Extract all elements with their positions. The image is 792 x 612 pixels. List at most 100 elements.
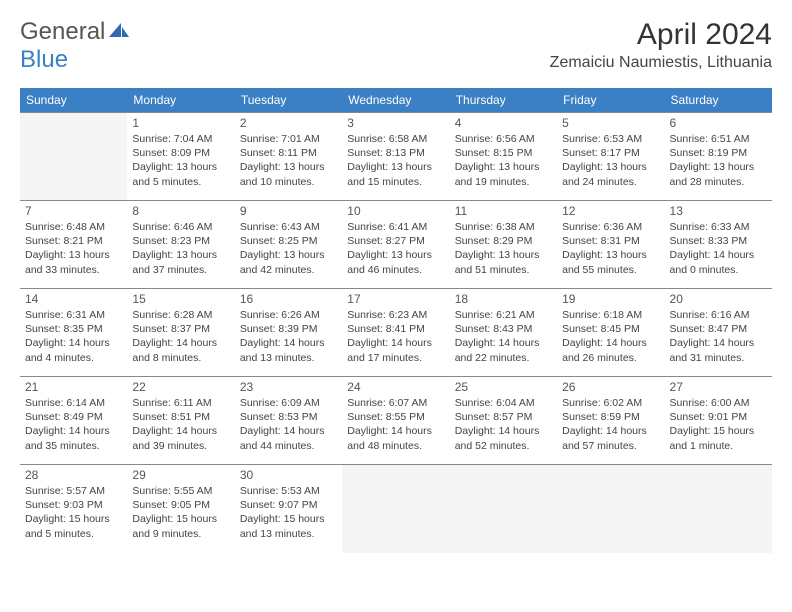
day-number: 12 <box>562 204 659 218</box>
day-info: Sunrise: 6:00 AMSunset: 9:01 PMDaylight:… <box>670 396 767 453</box>
day-number: 1 <box>132 116 229 130</box>
day-number: 14 <box>25 292 122 306</box>
day-info: Sunrise: 6:14 AMSunset: 8:49 PMDaylight:… <box>25 396 122 453</box>
calendar-cell: 10 Sunrise: 6:41 AMSunset: 8:27 PMDayligh… <box>342 201 449 289</box>
day-info: Sunrise: 6:31 AMSunset: 8:35 PMDaylight:… <box>25 308 122 365</box>
day-number: 17 <box>347 292 444 306</box>
calendar-cell: 8 Sunrise: 6:46 AMSunset: 8:23 PMDaylight… <box>127 201 234 289</box>
day-number: 23 <box>240 380 337 394</box>
calendar-row: 28 Sunrise: 5:57 AMSunset: 9:03 PMDayligh… <box>20 465 772 553</box>
day-info: Sunrise: 6:02 AMSunset: 8:59 PMDaylight:… <box>562 396 659 453</box>
calendar-cell <box>665 465 772 553</box>
calendar-cell <box>342 465 449 553</box>
logo-text-general: General <box>20 18 105 45</box>
day-info: Sunrise: 6:43 AMSunset: 8:25 PMDaylight:… <box>240 220 337 277</box>
calendar-cell: 13Sunrise: 6:33 AMSunset: 8:33 PMDayligh… <box>665 201 772 289</box>
day-number: 3 <box>347 116 444 130</box>
day-info: Sunrise: 5:57 AMSunset: 9:03 PMDaylight:… <box>25 484 122 541</box>
day-info: Sunrise: 6:18 AMSunset: 8:45 PMDaylight:… <box>562 308 659 365</box>
day-info: Sunrise: 6:58 AMSunset: 8:13 PMDaylight:… <box>347 132 444 189</box>
header: General Blue April 2024 Zemaiciu Naumies… <box>20 18 772 74</box>
calendar-cell: 26 Sunrise: 6:02 AMSunset: 8:59 PMDayligh… <box>557 377 664 465</box>
day-number: 30 <box>240 468 337 482</box>
day-number: 5 <box>562 116 659 130</box>
day-number: 8 <box>132 204 229 218</box>
calendar-row: 14 Sunrise: 6:31 AMSunset: 8:35 PMDayligh… <box>20 289 772 377</box>
calendar-cell: 11 Sunrise: 6:38 AMSunset: 8:29 PMDayligh… <box>450 201 557 289</box>
day-header-row: SundayMondayTuesdayWednesdayThursdayFrid… <box>20 88 772 113</box>
day-info: Sunrise: 6:46 AMSunset: 8:23 PMDaylight:… <box>132 220 229 277</box>
calendar-cell: 4 Sunrise: 6:56 AMSunset: 8:15 PMDaylight… <box>450 113 557 201</box>
day-number: 7 <box>25 204 122 218</box>
day-number: 13 <box>670 204 767 218</box>
month-title: April 2024 <box>550 18 772 52</box>
day-number: 21 <box>25 380 122 394</box>
day-info: Sunrise: 6:36 AMSunset: 8:31 PMDaylight:… <box>562 220 659 277</box>
day-number: 29 <box>132 468 229 482</box>
day-info: Sunrise: 6:51 AMSunset: 8:19 PMDaylight:… <box>670 132 767 189</box>
day-number: 18 <box>455 292 552 306</box>
day-info: Sunrise: 6:28 AMSunset: 8:37 PMDaylight:… <box>132 308 229 365</box>
calendar-table: SundayMondayTuesdayWednesdayThursdayFrid… <box>20 88 772 553</box>
day-header: Wednesday <box>342 88 449 113</box>
day-info: Sunrise: 6:56 AMSunset: 8:15 PMDaylight:… <box>455 132 552 189</box>
calendar-cell: 15 Sunrise: 6:28 AMSunset: 8:37 PMDayligh… <box>127 289 234 377</box>
day-header: Saturday <box>665 88 772 113</box>
day-number: 19 <box>562 292 659 306</box>
title-block: April 2024 Zemaiciu Naumiestis, Lithuani… <box>550 18 772 72</box>
calendar-cell: 12 Sunrise: 6:36 AMSunset: 8:31 PMDayligh… <box>557 201 664 289</box>
calendar-cell: 27 Sunrise: 6:00 AMSunset: 9:01 PMDayligh… <box>665 377 772 465</box>
day-number: 26 <box>562 380 659 394</box>
day-header: Monday <box>127 88 234 113</box>
day-number: 28 <box>25 468 122 482</box>
day-number: 11 <box>455 204 552 218</box>
day-info: Sunrise: 6:16 AMSunset: 8:47 PMDaylight:… <box>670 308 767 365</box>
day-number: 20 <box>670 292 767 306</box>
calendar-row: 7 Sunrise: 6:48 AMSunset: 8:21 PMDaylight… <box>20 201 772 289</box>
day-number: 9 <box>240 204 337 218</box>
calendar-cell: 2 Sunrise: 7:01 AMSunset: 8:11 PMDaylight… <box>235 113 342 201</box>
calendar-cell <box>20 113 127 201</box>
day-number: 10 <box>347 204 444 218</box>
day-info: Sunrise: 6:04 AMSunset: 8:57 PMDaylight:… <box>455 396 552 453</box>
calendar-cell: 28 Sunrise: 5:57 AMSunset: 9:03 PMDayligh… <box>20 465 127 553</box>
day-info: Sunrise: 6:38 AMSunset: 8:29 PMDaylight:… <box>455 220 552 277</box>
day-info: Sunrise: 5:53 AMSunset: 9:07 PMDaylight:… <box>240 484 337 541</box>
calendar-cell: 18 Sunrise: 6:21 AMSunset: 8:43 PMDayligh… <box>450 289 557 377</box>
day-number: 27 <box>670 380 767 394</box>
calendar-cell <box>557 465 664 553</box>
calendar-cell: 29 Sunrise: 5:55 AMSunset: 9:05 PMDayligh… <box>127 465 234 553</box>
day-info: Sunrise: 6:21 AMSunset: 8:43 PMDaylight:… <box>455 308 552 365</box>
calendar-cell: 24Sunrise: 6:07 AMSunset: 8:55 PMDayligh… <box>342 377 449 465</box>
calendar-cell: 30 Sunrise: 5:53 AMSunset: 9:07 PMDayligh… <box>235 465 342 553</box>
calendar-cell: 16Sunrise: 6:26 AMSunset: 8:39 PMDayligh… <box>235 289 342 377</box>
day-number: 6 <box>670 116 767 130</box>
calendar-row: 1Sunrise: 7:04 AMSunset: 8:09 PMDaylight… <box>20 113 772 201</box>
logo: General Blue <box>20 18 131 74</box>
calendar-cell: 20 Sunrise: 6:16 AMSunset: 8:47 PMDayligh… <box>665 289 772 377</box>
location: Zemaiciu Naumiestis, Lithuania <box>550 54 772 72</box>
calendar-cell: 3 Sunrise: 6:58 AMSunset: 8:13 PMDaylight… <box>342 113 449 201</box>
day-info: Sunrise: 6:23 AMSunset: 8:41 PMDaylight:… <box>347 308 444 365</box>
logo-text: General Blue <box>20 18 131 74</box>
day-number: 2 <box>240 116 337 130</box>
logo-text-blue: Blue <box>20 46 68 73</box>
calendar-cell: 19 Sunrise: 6:18 AMSunset: 8:45 PMDayligh… <box>557 289 664 377</box>
day-info: Sunrise: 6:09 AMSunset: 8:53 PMDaylight:… <box>240 396 337 453</box>
day-info: Sunrise: 6:48 AMSunset: 8:21 PMDaylight:… <box>25 220 122 277</box>
day-header: Thursday <box>450 88 557 113</box>
calendar-cell: 9 Sunrise: 6:43 AMSunset: 8:25 PMDaylight… <box>235 201 342 289</box>
calendar-body: 1Sunrise: 7:04 AMSunset: 8:09 PMDaylight… <box>20 113 772 553</box>
calendar-cell: 22Sunrise: 6:11 AMSunset: 8:51 PMDayligh… <box>127 377 234 465</box>
calendar-cell: 25 Sunrise: 6:04 AMSunset: 8:57 PMDayligh… <box>450 377 557 465</box>
calendar-cell: 17 Sunrise: 6:23 AMSunset: 8:41 PMDayligh… <box>342 289 449 377</box>
day-number: 4 <box>455 116 552 130</box>
day-info: Sunrise: 6:41 AMSunset: 8:27 PMDaylight:… <box>347 220 444 277</box>
day-number: 25 <box>455 380 552 394</box>
day-info: Sunrise: 7:01 AMSunset: 8:11 PMDaylight:… <box>240 132 337 189</box>
calendar-cell: 21 Sunrise: 6:14 AMSunset: 8:49 PMDayligh… <box>20 377 127 465</box>
day-number: 15 <box>132 292 229 306</box>
day-number: 24 <box>347 380 444 394</box>
day-info: Sunrise: 6:53 AMSunset: 8:17 PMDaylight:… <box>562 132 659 189</box>
day-info: Sunrise: 5:55 AMSunset: 9:05 PMDaylight:… <box>132 484 229 541</box>
